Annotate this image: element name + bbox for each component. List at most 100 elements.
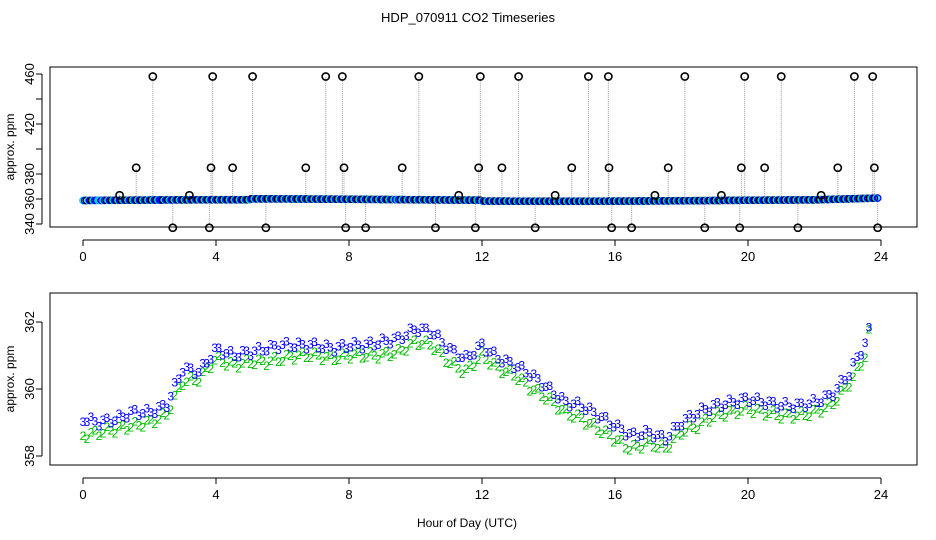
- code-marker: 2: [140, 421, 147, 435]
- code-marker: 3: [638, 429, 645, 443]
- code-marker: 2: [562, 402, 569, 416]
- bottom-y-axis-label: approx. ppm: [3, 346, 17, 413]
- code-marker: 2: [582, 419, 589, 433]
- code-marker: 2: [219, 356, 226, 370]
- code-marker: 2: [770, 403, 777, 417]
- code-marker: 3: [866, 321, 873, 335]
- code-marker: 2: [299, 345, 306, 359]
- code-marker: 2: [523, 375, 530, 389]
- code-marker: 2: [479, 344, 486, 358]
- code-marker: 3: [179, 365, 186, 379]
- code-marker: 2: [391, 348, 398, 362]
- code-marker: 2: [614, 433, 621, 447]
- code-marker: 3: [419, 321, 426, 335]
- code-marker: 2: [838, 383, 845, 397]
- code-marker: 3: [467, 349, 474, 363]
- code-marker: 3: [259, 344, 266, 358]
- code-marker: 2: [686, 418, 693, 432]
- code-marker: 3: [207, 353, 214, 367]
- code-marker: 2: [550, 395, 557, 409]
- code-marker: 2: [459, 367, 466, 381]
- code-marker: 3: [527, 371, 534, 385]
- raw-spike-point: [206, 163, 216, 173]
- code-marker: 3: [778, 399, 785, 413]
- code-marker: 2: [586, 416, 593, 430]
- raw-spike-point: [204, 223, 214, 233]
- code-marker: 2: [858, 359, 865, 373]
- code-marker: 3: [566, 400, 573, 414]
- code-marker: 3: [614, 417, 621, 431]
- code-marker: 3: [798, 396, 805, 410]
- code-marker: 3: [343, 342, 350, 356]
- code-marker: 3: [722, 398, 729, 412]
- code-marker: 3: [124, 412, 131, 426]
- code-marker: 3: [423, 321, 430, 335]
- code-marker: 3: [662, 435, 669, 449]
- code-marker: 3: [539, 381, 546, 395]
- code-marker: 2: [558, 402, 565, 416]
- code-marker: 2: [116, 420, 123, 434]
- code-marker: 2: [84, 432, 91, 446]
- code-marker: 3: [738, 391, 745, 405]
- code-marker: 3: [116, 407, 123, 421]
- raw-spike-point: [717, 190, 726, 200]
- code-marker: 3: [554, 393, 561, 407]
- code-marker: 2: [104, 420, 111, 434]
- code-marker: 3: [263, 345, 270, 359]
- code-marker: 2: [419, 338, 426, 352]
- code-marker: 2: [854, 360, 861, 374]
- code-marker: 3: [786, 400, 793, 414]
- code-marker: 2: [782, 406, 789, 420]
- code-marker: 2: [503, 365, 510, 379]
- bottom-x-tick-label: 16: [608, 487, 622, 502]
- raw-spike-point: [397, 163, 407, 173]
- top-data-marks: [79, 72, 883, 233]
- code-marker: 3: [363, 337, 370, 351]
- code-marker: 2: [315, 348, 322, 362]
- raw-spike-point: [604, 163, 614, 173]
- code-marker: 3: [191, 368, 198, 382]
- code-marker: 3: [586, 400, 593, 414]
- raw-spike-point: [339, 163, 349, 173]
- top-x-tick-label: 20: [741, 249, 755, 264]
- code-marker: 2: [535, 382, 542, 396]
- code-marker: 2: [674, 426, 681, 440]
- code-marker: 3: [391, 331, 398, 345]
- code-marker: 3: [375, 338, 382, 352]
- x-axis-label: Hour of Day (UTC): [417, 516, 517, 530]
- code-marker: 3: [650, 432, 657, 446]
- code-marker: 3: [243, 344, 250, 358]
- code-marker: 3: [303, 342, 310, 356]
- code-marker: 3: [451, 342, 458, 356]
- raw-spike-point: [454, 190, 464, 200]
- code-marker: 3: [215, 341, 222, 355]
- raw-spike-point: [607, 223, 617, 233]
- code-marker: 2: [255, 352, 262, 366]
- top-y-tick-label: 360: [22, 188, 37, 210]
- code-marker: 2: [100, 426, 107, 440]
- code-marker: 2: [487, 358, 494, 372]
- code-marker: 2: [251, 358, 258, 372]
- code-marker: 2: [850, 370, 857, 384]
- raw-spike-point: [341, 223, 351, 233]
- code-marker: 3: [718, 401, 725, 415]
- code-marker: 3: [834, 382, 841, 396]
- raw-spike-point: [567, 163, 577, 173]
- code-marker: 3: [132, 403, 139, 417]
- code-marker: 3: [283, 335, 290, 349]
- raw-spike-point: [470, 223, 480, 233]
- raw-spike-point: [760, 163, 770, 173]
- top-x-axis: 0 4 8 12 16 20 24: [79, 239, 888, 264]
- code-marker: 3: [155, 399, 162, 413]
- code-marker: 2: [742, 399, 749, 413]
- code-marker: 2: [463, 362, 470, 376]
- bottom-x-tick-label: 12: [475, 487, 489, 502]
- code-marker: 2: [407, 336, 414, 350]
- code-marker: 2: [363, 350, 370, 364]
- raw-spike-point: [248, 72, 257, 81]
- code-marker: 2: [710, 411, 717, 425]
- code-marker: 2: [842, 380, 849, 394]
- code-marker: 2: [347, 352, 354, 366]
- code-marker: 2: [179, 379, 186, 393]
- code-marker: 2: [367, 345, 374, 359]
